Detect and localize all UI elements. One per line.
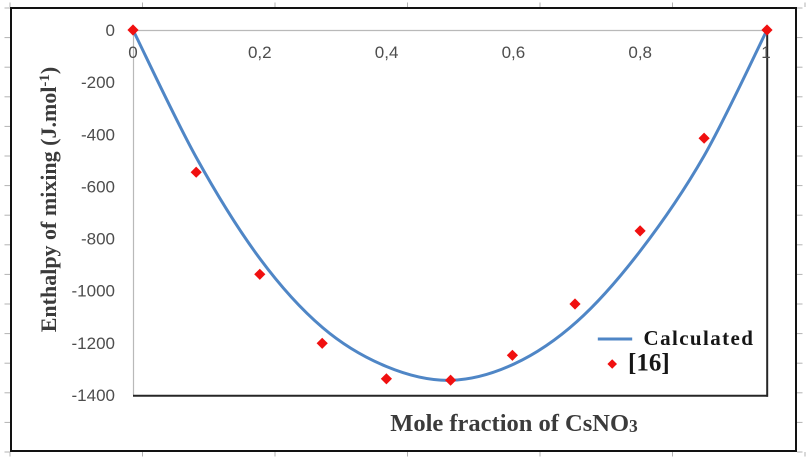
svg-text:0,8: 0,8 [628, 43, 652, 62]
svg-text:-800: -800 [81, 230, 115, 249]
svg-text:-1200: -1200 [72, 334, 115, 353]
svg-text:-1400: -1400 [72, 386, 115, 405]
svg-text:Enthalpy of mixing (J.mol-1): Enthalpy of mixing (J.mol-1) [36, 67, 61, 333]
svg-text:0: 0 [106, 21, 115, 40]
svg-text:0: 0 [128, 43, 137, 62]
svg-text:-1000: -1000 [72, 282, 115, 301]
svg-text:0,6: 0,6 [502, 43, 526, 62]
svg-text:0,4: 0,4 [375, 43, 399, 62]
svg-text:-600: -600 [81, 177, 115, 196]
svg-text:Calculated: Calculated [644, 326, 755, 350]
svg-text:[16]: [16] [628, 350, 670, 377]
svg-text:Mole fraction of CsNO3: Mole fraction of CsNO3 [390, 410, 638, 437]
svg-text:-200: -200 [81, 73, 115, 92]
svg-text:-400: -400 [81, 125, 115, 144]
svg-text:0,2: 0,2 [248, 43, 272, 62]
svg-text:1: 1 [761, 43, 770, 62]
